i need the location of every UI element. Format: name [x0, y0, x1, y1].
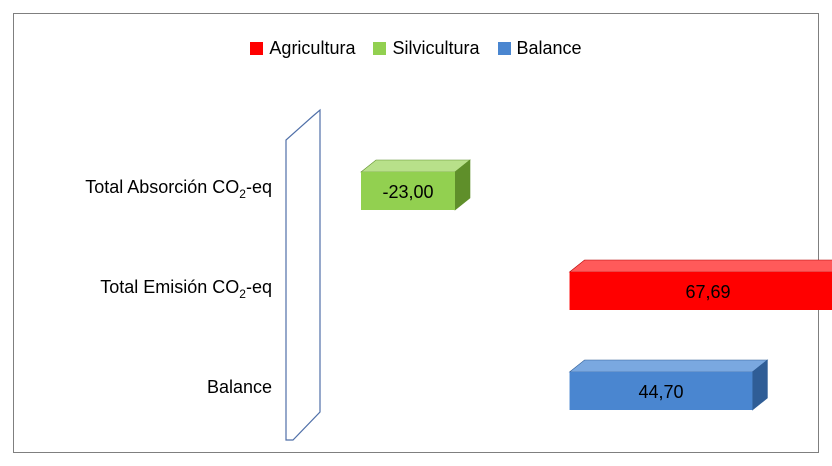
axis-wall [285, 108, 321, 441]
legend-swatch-agricultura [250, 42, 264, 55]
category-label-2: Balance [207, 377, 272, 397]
legend-item-silvicultura: Silvicultura [373, 38, 480, 59]
bar-top-0 [360, 159, 471, 173]
legend-swatch-balance [497, 42, 511, 55]
bar-top-1 [568, 259, 832, 273]
legend-item-agricultura: Agricultura [250, 38, 355, 59]
legend-swatch-silvicultura [373, 42, 387, 55]
bar-front-0 [361, 172, 455, 210]
bar-top-2 [568, 359, 769, 373]
legend-label-agricultura: Agricultura [269, 38, 356, 58]
category-label-0: Total Absorción CO2-eq [85, 177, 272, 201]
bar-front-1 [569, 272, 832, 310]
bar-front-2 [569, 372, 753, 410]
bar-data-label-2: 44,70 [638, 382, 683, 402]
bar-data-label-1: 67,69 [685, 282, 730, 302]
legend-label-silvicultura: Silvicultura [392, 38, 480, 58]
chart-legend: Agricultura Silvicultura Balance [0, 38, 832, 59]
legend-label-balance: Balance [516, 38, 582, 58]
bar-data-label-0: -23,00 [382, 182, 433, 202]
legend-item-balance: Balance [497, 38, 582, 59]
category-label-1: Total Emisión CO2-eq [100, 277, 272, 301]
